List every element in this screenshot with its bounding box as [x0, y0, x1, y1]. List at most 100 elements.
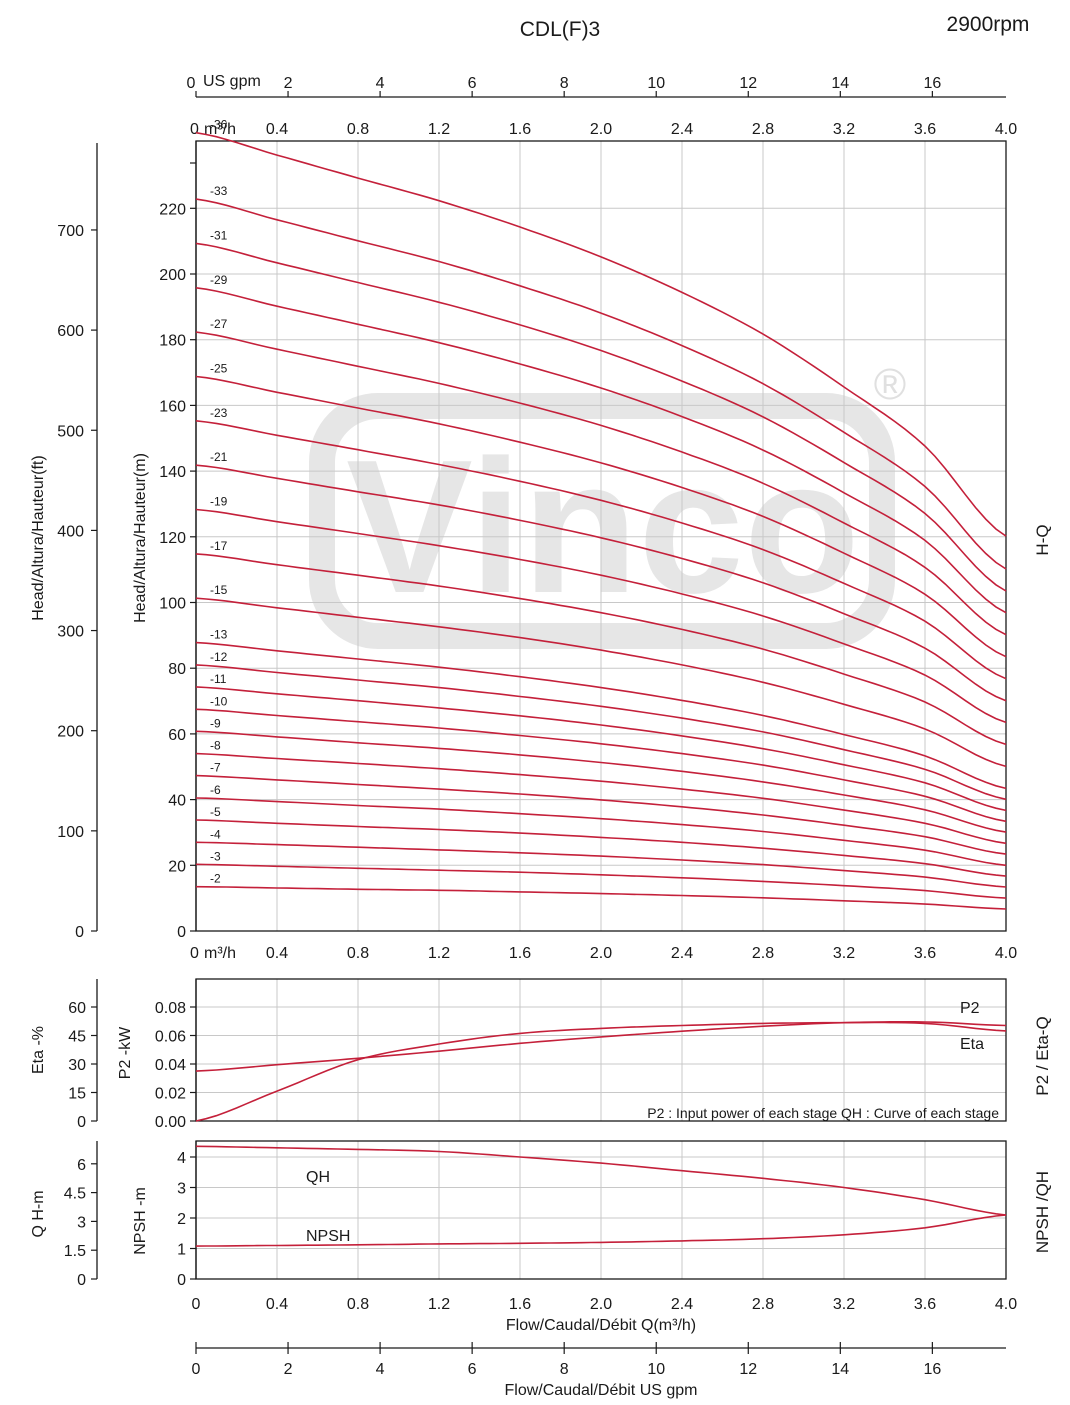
top-m3h-tick-label: 1.6: [509, 121, 531, 138]
hq-ft-tick-label: 200: [57, 724, 84, 741]
hq-stage-label: -2: [210, 872, 221, 886]
hq-m-tick-label: 0: [177, 924, 186, 941]
hq-curve: [195, 752, 1007, 845]
power-note: P2 : Input power of each stage QH : Curv…: [647, 1105, 999, 1121]
hq-stage-label: -23: [210, 406, 228, 420]
watermark-brand: Vinco: [346, 421, 860, 633]
top-m3h-tick-label: 2.4: [671, 121, 693, 138]
hq-m-tick-label: 20: [168, 858, 186, 875]
bottom-m3h-tick-label: 3.6: [914, 1296, 936, 1313]
hq-curve: [195, 708, 1007, 823]
qh-curve-label: QH: [306, 1169, 330, 1186]
hq-x-tick-label: 2.8: [752, 945, 774, 962]
hq-m-tick-label: 80: [168, 661, 186, 678]
bottom-m3h-tick-label: 2.0: [590, 1296, 612, 1313]
top-axes: 0 2 4 6 8 10 12 14 16 US gpm 0.4 0.8 1.2 1.6 2.0 2.4 2.8…: [187, 73, 1018, 138]
hq-curve: [195, 508, 1007, 724]
hq-stage-label: -5: [210, 805, 221, 819]
eta-tick-label: 45: [68, 1029, 86, 1046]
top-m3h-tick-label: 1.2: [428, 121, 450, 138]
hq-m-tick-label: 140: [159, 464, 186, 481]
npsh-tick-label: 2: [177, 1211, 186, 1228]
p2-tick-label: 0.06: [155, 1029, 186, 1046]
npsh-curve-npsh: [195, 1214, 1007, 1247]
p2-curve-label: P2: [960, 1000, 980, 1017]
hq-x-tick-label: 0.4: [266, 945, 288, 962]
top-m3h-tick-label: 2.0: [590, 121, 612, 138]
hq-stage-label: -33: [210, 184, 228, 198]
top-m3h-tick-label: 4.0: [995, 121, 1017, 138]
hq-stage-label: -12: [210, 650, 228, 664]
hq-curve: [195, 774, 1007, 855]
eta-tick-label: 0: [77, 1114, 86, 1131]
hq-stage-label: -15: [210, 583, 228, 597]
hq-curve: [195, 198, 1007, 570]
npsh-tick-label: 3: [177, 1181, 186, 1198]
top-usgpm-tick-label: 2: [284, 75, 293, 92]
hq-curve: [195, 464, 1007, 702]
top-usgpm-tick-label: 8: [560, 75, 569, 92]
hq-stage-label: -9: [210, 716, 221, 730]
hq-curve: [195, 885, 1007, 910]
hq-stage-label: -27: [210, 317, 228, 331]
vinco-watermark: Vinco ®: [309, 360, 906, 649]
hq-curve: [195, 242, 1007, 592]
hq-curve: [195, 287, 1007, 614]
hq-curve: [195, 375, 1007, 658]
hq-stage-label: -6: [210, 783, 221, 797]
top-usgpm-tick-label: 14: [831, 75, 849, 92]
hq-ft-tick-label: 100: [57, 824, 84, 841]
hq-m-tick-label: 160: [159, 398, 186, 415]
hq-x-tick-label: 3.2: [833, 945, 855, 962]
hq-m-tick-label: 120: [159, 530, 186, 547]
hq-curve: [195, 131, 1007, 537]
hq-curve: [195, 553, 1007, 746]
hq-stage-label: -17: [210, 539, 228, 553]
bottom-m3h-tick-label: 3.2: [833, 1296, 855, 1313]
hq-stage-label: -29: [210, 273, 228, 287]
npsh-tick-label: 4: [177, 1150, 186, 1167]
bottom-usgpm-tick-label: 16: [923, 1361, 941, 1378]
hq-m-tick-label: 220: [159, 201, 186, 218]
hq-stage-label: -13: [210, 628, 228, 642]
bottom-m3h-tick-label: 2.4: [671, 1296, 693, 1313]
hq-stage-label: -10: [210, 694, 228, 708]
top-m3h-tick-label: 0.8: [347, 121, 369, 138]
bottom-usgpm-tick-label: 8: [560, 1361, 569, 1378]
top-usgpm-tick-label: 0: [187, 75, 196, 92]
bottom-usgpm-tick-label: 12: [739, 1361, 757, 1378]
hq-side-label: H-Q: [1033, 524, 1052, 555]
hq-x-tick-label: 2.4: [671, 945, 693, 962]
hq-ft-tick-label: 700: [57, 223, 84, 240]
top-m3h-unit: m³/h: [204, 121, 236, 138]
hq-curve: [195, 797, 1007, 867]
hq-curve: [195, 863, 1007, 899]
hq-x-tick-label: 3.6: [914, 945, 936, 962]
bottom-usgpm-tick-label: 14: [831, 1361, 849, 1378]
eta-axis-title: Eta -%: [30, 1026, 47, 1074]
bottom-usgpm-tick-label: 6: [468, 1361, 477, 1378]
hq-m-tick-label: 40: [168, 793, 186, 810]
hq-ft-tick-label: 300: [57, 624, 84, 641]
power-panel: 0.00 0.02 0.04 0.06 0.08 0 15 30 45 60: [68, 978, 1007, 1131]
bottom-axes: 0 0.4 0.8 1.2 1.6 2.0 2.4 2.8 3.2 3.6 4.0 0 2 4 6 8 10 12…: [192, 1296, 1018, 1378]
p2-tick-label: 0.08: [155, 1000, 186, 1017]
top-usgpm-tick-label: 6: [468, 75, 477, 92]
eta-tick-label: 30: [68, 1057, 86, 1074]
hq-stage-label: -31: [210, 228, 228, 242]
hq-curve: [195, 420, 1007, 680]
hq-curve: [195, 686, 1007, 812]
top-usgpm-tick-label: 16: [923, 75, 941, 92]
top-m3h-tick-label: 2.8: [752, 121, 774, 138]
npsh-curve-label: NPSH: [306, 1228, 350, 1245]
bottom-m3h-tick-label: 0: [192, 1296, 201, 1313]
hq-curve: [195, 597, 1007, 768]
top-usgpm-tick-label: 12: [739, 75, 757, 92]
bottom-m3h-tick-label: 0.4: [266, 1296, 288, 1313]
eta-curve-label: Eta: [960, 1036, 984, 1053]
qh-tick-label: 6: [77, 1157, 86, 1174]
hq-ft-tick-label: 400: [57, 523, 84, 540]
bottom-usgpm-tick-label: 4: [376, 1361, 385, 1378]
hq-ft-tick-label: 500: [57, 423, 84, 440]
npsh-axis-title: NPSH -m: [132, 1187, 149, 1255]
